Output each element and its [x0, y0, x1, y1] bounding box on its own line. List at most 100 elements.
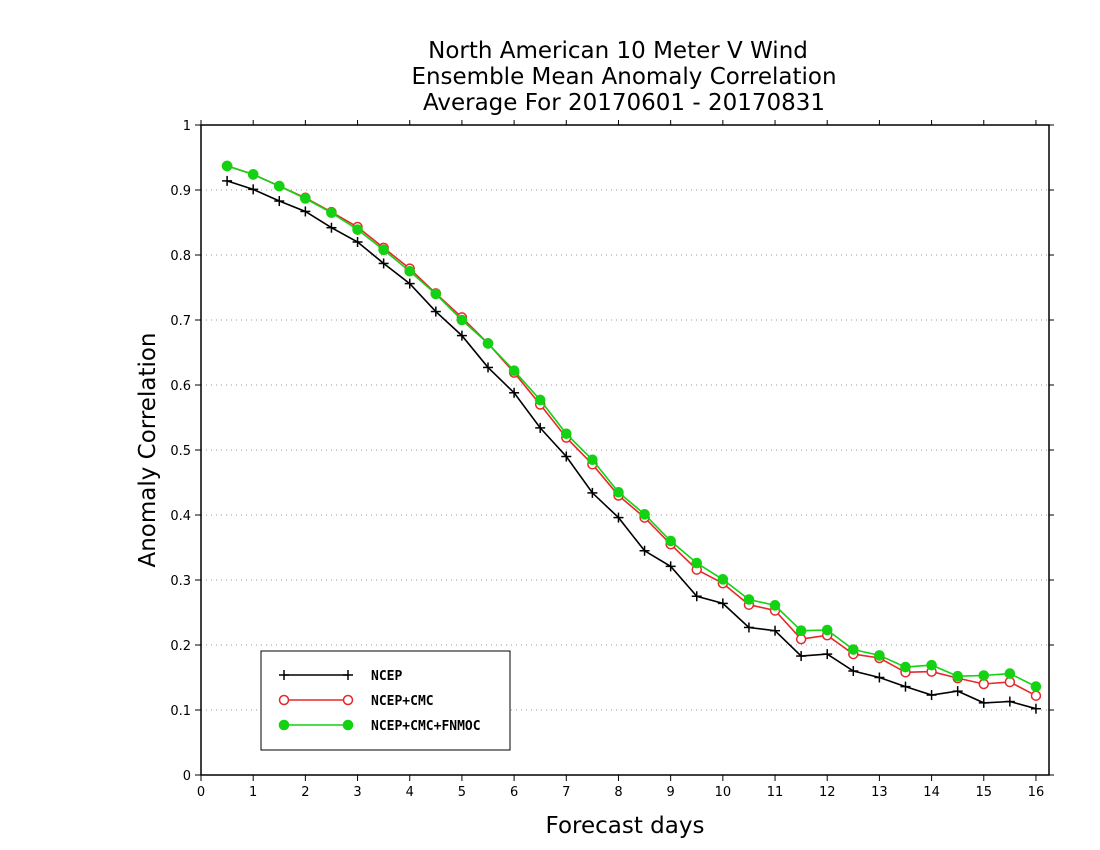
y-tick-label: 0.2	[170, 639, 191, 654]
x-tick-label: 11	[767, 785, 784, 800]
y-tick-label: 0.3	[170, 574, 191, 589]
series-group	[221, 160, 1042, 714]
series-ncep-cmc	[221, 160, 1042, 701]
data-point	[430, 288, 442, 300]
data-point	[822, 649, 833, 660]
legend-marker	[343, 670, 353, 680]
x-tick-label: 13	[871, 785, 888, 800]
data-point	[534, 394, 546, 406]
axis-ticks: 00.10.20.30.40.50.60.70.80.910 1 2 3 4 5 6 7 8 9 1…	[170, 119, 1054, 800]
series-line	[226, 165, 1037, 697]
legend-entry: NCEP+CMC	[278, 694, 434, 709]
legend-entry: NCEP	[279, 669, 402, 684]
legend-marker	[342, 694, 354, 706]
data-point	[717, 598, 728, 609]
data-point	[743, 622, 754, 633]
legend-marker	[278, 694, 290, 706]
x-tick-label: 10	[715, 785, 732, 800]
data-point	[665, 561, 676, 572]
data-point	[483, 362, 494, 373]
data-point	[378, 244, 389, 256]
data-point	[926, 659, 937, 671]
legend-label: NCEP+CMC+FNMOC	[371, 719, 481, 734]
y-tick-label: 0.5	[170, 444, 191, 459]
data-point	[613, 512, 624, 523]
data-point	[247, 169, 259, 180]
data-point	[691, 557, 703, 569]
series-line	[226, 165, 1037, 688]
data-point	[639, 545, 650, 556]
data-point	[221, 160, 233, 172]
x-tick-label: 0	[197, 785, 205, 800]
data-point	[900, 681, 911, 692]
x-tick-label: 1	[249, 785, 257, 800]
data-point	[717, 574, 729, 585]
data-point	[378, 258, 389, 269]
data-point	[274, 196, 285, 207]
data-point	[482, 338, 494, 349]
y-tick-label: 0.7	[170, 314, 191, 329]
chart-title: North American 10 Meter V Wind Ensemble …	[411, 38, 836, 116]
data-point	[352, 224, 363, 235]
legend-marker	[342, 719, 354, 731]
data-point	[248, 184, 259, 195]
title-line-2: Ensemble Mean Anomaly Correlation	[411, 64, 836, 90]
legend-marker	[278, 719, 290, 731]
data-point	[1030, 690, 1042, 701]
y-tick-label: 0.9	[170, 184, 191, 199]
x-tick-label: 12	[819, 785, 836, 800]
y-tick-label: 0.8	[170, 249, 191, 264]
data-point	[665, 535, 676, 547]
x-tick-label: 6	[510, 785, 518, 800]
legend-marker	[279, 670, 289, 680]
data-point	[300, 193, 311, 204]
data-point	[691, 591, 702, 602]
x-tick-label: 15	[975, 785, 992, 800]
gridlines	[201, 189, 1049, 711]
legend-entry: NCEP+CMC+FNMOC	[278, 719, 481, 734]
data-point	[874, 672, 885, 683]
data-point	[848, 644, 859, 655]
x-tick-label: 16	[1028, 785, 1045, 800]
x-tick-label: 7	[562, 785, 570, 800]
data-point	[561, 451, 572, 462]
legend-label: NCEP+CMC	[371, 694, 434, 709]
x-tick-label: 14	[923, 785, 940, 800]
data-point	[796, 651, 807, 662]
x-tick-label: 9	[667, 785, 675, 800]
y-tick-label: 0.6	[170, 379, 191, 394]
legend-entries: NCEP NCEP+CMC NCEP+CMC+FNMOC	[278, 669, 481, 734]
data-point	[926, 690, 937, 701]
title-line-1: North American 10 Meter V Wind	[428, 38, 808, 64]
data-point	[900, 661, 911, 673]
x-tick-label: 8	[614, 785, 622, 800]
data-point	[456, 314, 468, 326]
data-point	[352, 237, 363, 247]
data-point	[326, 207, 337, 219]
data-point	[613, 486, 624, 498]
series-line	[226, 180, 1037, 710]
data-point	[535, 422, 546, 433]
data-point	[273, 180, 285, 192]
y-tick-label: 0.4	[170, 509, 191, 524]
data-point	[456, 330, 467, 341]
data-point	[430, 306, 441, 317]
data-point	[587, 487, 598, 498]
data-point	[978, 670, 990, 681]
data-point	[404, 278, 415, 289]
data-point	[770, 625, 781, 636]
x-tick-label: 3	[353, 785, 361, 800]
data-point	[952, 686, 963, 697]
data-point	[952, 670, 963, 682]
data-point	[1004, 668, 1016, 679]
data-point	[1030, 681, 1042, 692]
data-point	[978, 697, 989, 708]
x-tick-label: 2	[301, 785, 309, 800]
series-ncep	[222, 175, 1041, 714]
data-point	[639, 509, 650, 520]
legend-label: NCEP	[371, 669, 402, 684]
data-point	[508, 365, 520, 377]
data-point	[326, 222, 337, 233]
legend: NCEP NCEP+CMC NCEP+CMC+FNMOC	[260, 650, 511, 751]
series-ncep-cmc-fnmoc	[221, 160, 1042, 692]
